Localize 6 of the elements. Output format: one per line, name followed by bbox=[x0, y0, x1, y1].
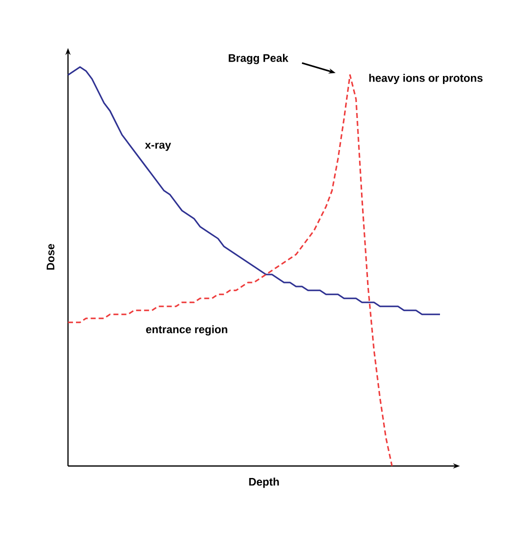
x-axis-title: Depth bbox=[249, 478, 279, 488]
series-label: heavy ions or protons bbox=[369, 74, 483, 84]
y-axis-title: Dose bbox=[46, 244, 54, 270]
annotation: entrance region bbox=[146, 325, 228, 336]
series-label: x-ray bbox=[144, 142, 172, 151]
text: Bragg Peak bbox=[228, 54, 288, 64]
